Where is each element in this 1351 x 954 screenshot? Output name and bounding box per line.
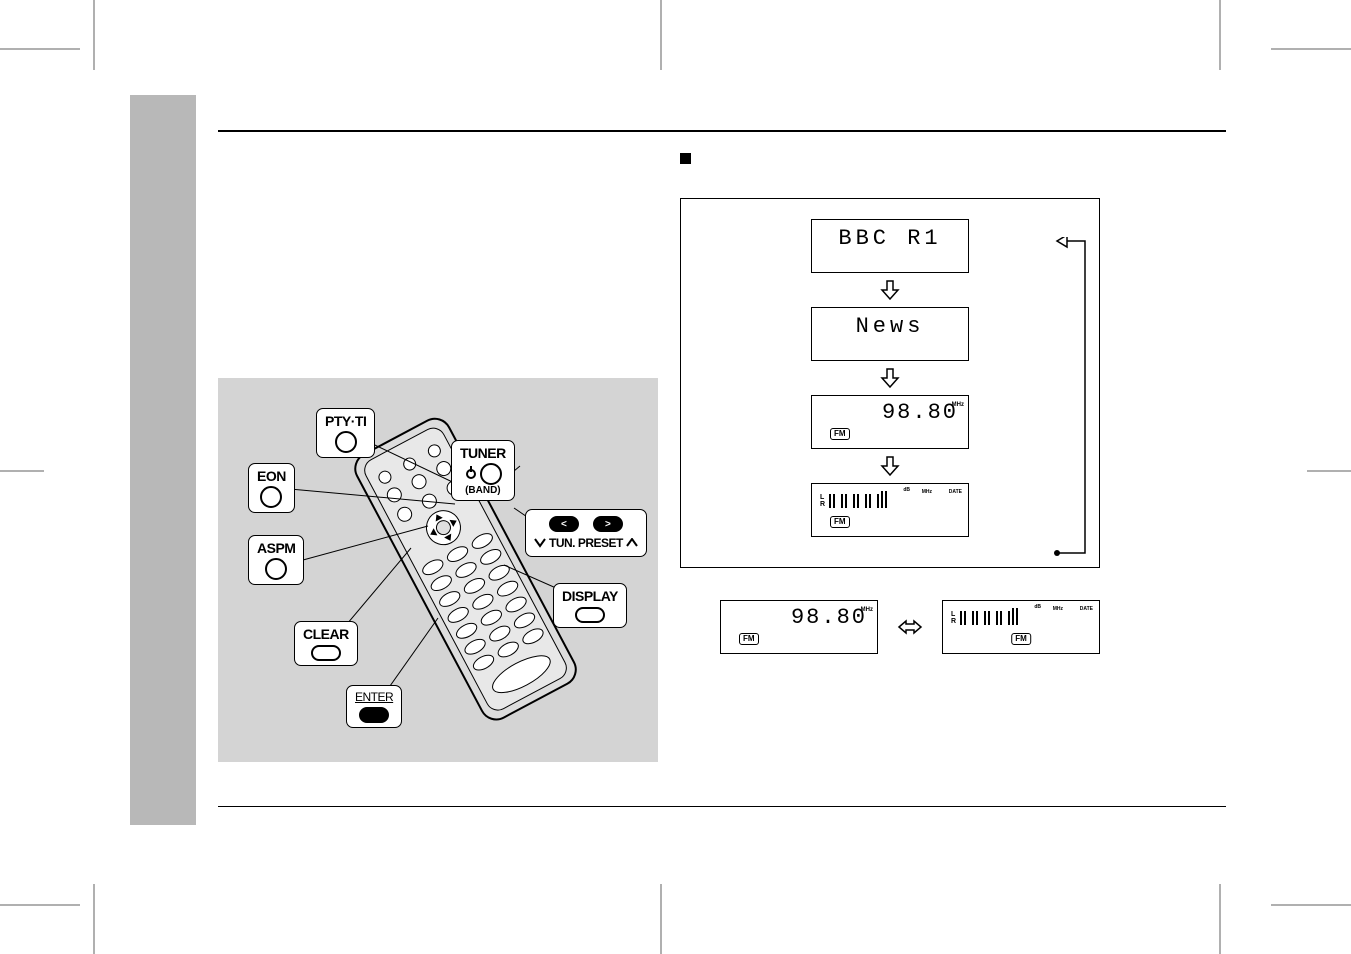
arrow-down-icon (879, 455, 901, 477)
unit-label: MHz (952, 402, 964, 408)
display-box-pty: News (811, 307, 969, 361)
sidebar-stripe (130, 95, 196, 825)
round-button-icon (260, 486, 282, 508)
tiny-label: dB (903, 487, 910, 493)
bottom-pair: 98.80 MHz FM LR (680, 600, 1140, 654)
flow-arrow-down (701, 279, 1079, 301)
lr-label: LR (951, 611, 956, 625)
callout-label: ASPM (257, 540, 295, 556)
chevron-up-icon (626, 538, 638, 548)
round-button-icon (335, 431, 357, 453)
lr-label: LR (820, 494, 825, 508)
callout-label: CLEAR (303, 626, 349, 642)
unit-label: MHz (861, 607, 873, 613)
crop-mark (93, 884, 95, 954)
display-box-spectrum-b: LR dB MHz (942, 600, 1100, 654)
crop-mark (1271, 48, 1351, 50)
arrow-down-icon (879, 367, 901, 389)
top-rule (218, 130, 1226, 132)
callout-tuner: TUNER (BAND) (451, 440, 515, 501)
oval-button-icon (359, 707, 389, 723)
spectrum-meter: LR (951, 607, 1018, 625)
fm-badge: FM (1011, 633, 1031, 645)
callout-display: DISPLAY (553, 583, 627, 628)
crop-mark (1219, 0, 1221, 70)
section-heading (680, 150, 1140, 168)
callout-label: TUN. PRESET (549, 536, 623, 550)
spectrum-meter: LR (820, 490, 887, 508)
right-column: BBC R1 News 98.80 MHz FM (680, 150, 1140, 654)
oval-button-icon (311, 645, 341, 661)
display-box-freq: 98.80 MHz FM (811, 395, 969, 449)
flow-arrow-down (701, 367, 1079, 389)
display-text: News (812, 308, 968, 339)
tiny-label: dB (1034, 604, 1041, 610)
tiny-label: MHz (1053, 606, 1063, 612)
callout-pty-ti: PTY·TI (316, 408, 375, 458)
crop-mark (660, 884, 662, 954)
oval-button-icon (575, 607, 605, 623)
callout-aspm: ASPM (248, 535, 304, 585)
callout-preset: < > TUN. PRESET (525, 509, 647, 557)
callout-sub: (BAND) (465, 485, 501, 496)
callout-label: TUNER (460, 445, 506, 461)
flow-diagram: BBC R1 News 98.80 MHz FM (680, 198, 1100, 568)
crop-mark (1271, 904, 1351, 906)
fm-badge: FM (830, 516, 850, 528)
bottom-rule (218, 806, 1226, 807)
return-arrow-icon (1049, 237, 1093, 557)
crop-mark (0, 48, 80, 50)
remote-illustration-panel: PTY·TI EON ASPM CLEAR ENTER TUNER (BAND) (218, 378, 658, 762)
tiny-label: DATE (1080, 606, 1093, 612)
callout-label: EON (257, 468, 286, 484)
callout-label: ENTER (355, 690, 393, 704)
fm-badge: FM (830, 428, 850, 440)
power-icon (464, 466, 478, 480)
flow-arrow-down (701, 455, 1079, 477)
tiny-label: MHz (922, 489, 932, 495)
page-content: PTY·TI EON ASPM CLEAR ENTER TUNER (BAND) (130, 110, 1221, 844)
callout-label: DISPLAY (562, 588, 618, 604)
tiny-label: DATE (949, 489, 962, 495)
callout-label: PTY·TI (325, 413, 366, 429)
display-box-station: BBC R1 (811, 219, 969, 273)
display-box-spectrum: LR dB MHz (811, 483, 969, 537)
display-text: 98.80 (721, 601, 877, 630)
display-text: BBC R1 (812, 220, 968, 251)
callout-enter: ENTER (346, 685, 402, 728)
round-button-icon (480, 463, 502, 485)
callout-eon: EON (248, 463, 295, 513)
bi-arrow-icon (896, 616, 924, 638)
callout-clear: CLEAR (294, 621, 358, 666)
crop-mark (660, 0, 662, 70)
crop-mark (93, 0, 95, 70)
chevron-down-icon (534, 538, 546, 548)
arrow-down-icon (879, 279, 901, 301)
crop-mark (1219, 884, 1221, 954)
right-button-icon: > (593, 516, 623, 532)
left-button-icon: < (549, 516, 579, 532)
bullet-icon (680, 153, 691, 164)
crop-mark (0, 470, 44, 472)
round-button-icon (265, 558, 287, 580)
crop-mark (0, 904, 80, 906)
display-box-freq-b: 98.80 MHz FM (720, 600, 878, 654)
display-text: 98.80 (812, 396, 968, 425)
crop-mark (1307, 470, 1351, 472)
fm-badge: FM (739, 633, 759, 645)
